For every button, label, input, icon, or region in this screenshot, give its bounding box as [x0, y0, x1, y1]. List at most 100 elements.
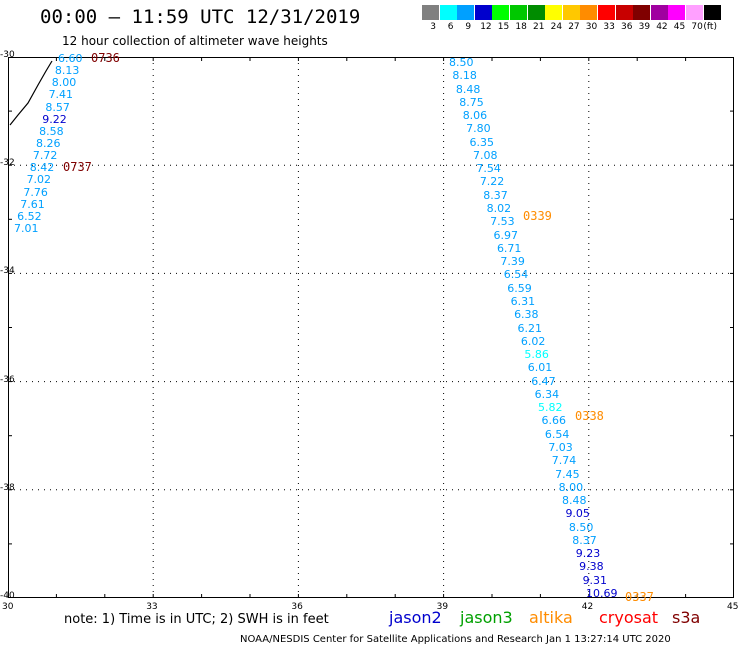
legend-label: 21 — [533, 22, 545, 32]
wave-height-value: 6.54 — [544, 427, 570, 441]
legend-label: 6 — [447, 22, 454, 32]
y-axis-label: -34 — [0, 266, 15, 277]
wave-height-value: 8.00 — [51, 76, 77, 90]
legend-label: 70 — [691, 22, 703, 32]
wave-height-value: 7.61 — [20, 197, 45, 211]
legend-label: 27 — [568, 22, 580, 32]
wave-height-value: 7.41 — [48, 88, 74, 102]
wave-height-value: 7.74 — [551, 454, 577, 468]
map-plot-area — [8, 57, 734, 598]
wave-height-value: 6.34 — [534, 387, 560, 401]
legend-swatch — [457, 5, 475, 20]
satellite-legend-cryosat: cryosat — [599, 608, 659, 627]
wave-height-value: 5.82 — [538, 401, 563, 415]
wave-height-value: 8.48 — [562, 494, 587, 508]
y-axis-label: -38 — [0, 482, 15, 493]
legend-swatch — [474, 5, 492, 20]
wave-height-value: 7.72 — [32, 149, 58, 163]
pass-time-label: 0337 — [625, 590, 654, 604]
wave-height-value: 7.45 — [555, 467, 580, 481]
wave-height-value: 6.59 — [507, 281, 532, 295]
wave-height-value: 7.39 — [500, 255, 525, 269]
legend-label: 33 — [603, 22, 615, 32]
legend-swatch — [703, 5, 721, 20]
wave-height-value: 6.21 — [517, 321, 543, 335]
x-axis-label: 42 — [581, 602, 594, 612]
legend-swatch — [686, 5, 703, 20]
wave-height-value: 6.97 — [493, 228, 519, 242]
wave-height-value: 5.86 — [524, 348, 549, 362]
legend-swatch — [492, 5, 510, 20]
y-axis-label: -32 — [0, 158, 15, 169]
legend-swatch — [527, 5, 545, 20]
satellite-legend-jason3: jason3 — [460, 608, 513, 627]
wave-height-value: 8.18 — [452, 69, 477, 83]
tick-marks — [8, 57, 734, 598]
legend-label: 42 — [656, 22, 668, 32]
wave-height-value: 8.75 — [459, 95, 484, 109]
wave-height-value: 6.01 — [527, 361, 553, 375]
wave-height-value: 6.52 — [17, 209, 42, 223]
legend-swatch — [580, 5, 598, 20]
pass-time-label: 0736 — [91, 51, 120, 65]
wave-height-value: 9.22 — [42, 112, 67, 126]
wave-height-value: 6.71 — [496, 241, 522, 255]
map-subtitle: 12 hour collection of altimeter wave hei… — [62, 34, 328, 48]
legend-swatch — [545, 5, 563, 20]
legend-label: 9 — [465, 22, 472, 32]
plot-frame — [8, 57, 734, 598]
legend-swatch — [562, 5, 580, 20]
wave-height-value: 6.47 — [531, 374, 556, 388]
legend-swatch — [615, 5, 633, 20]
legend-swatch — [633, 5, 651, 20]
footer-note: note: 1) Time is in UTC; 2) SWH is in fe… — [64, 612, 329, 627]
wave-height-value: 8.37 — [572, 533, 597, 547]
wave-height-value: 8.58 — [39, 124, 64, 138]
wave-height-value: 9.38 — [579, 560, 604, 574]
legend-swatch — [668, 5, 686, 20]
wave-height-value: 8.50 — [568, 520, 594, 534]
wave-height-value: 8.37 — [483, 188, 508, 202]
legend-label: 12 — [480, 22, 492, 32]
y-axis-label: -36 — [0, 374, 15, 385]
wave-height-value: 8.26 — [36, 137, 61, 150]
gridlines — [8, 57, 734, 598]
wave-height-value: 6.35 — [469, 135, 495, 149]
wave-height-value: 7.53 — [490, 215, 515, 229]
wave-height-value: 8.50 — [449, 56, 474, 69]
wave-height-value: 6.31 — [510, 294, 536, 308]
x-axis-label: 33 — [146, 602, 158, 612]
wave-height-value: 7.03 — [548, 440, 573, 454]
legend-label: 3 — [430, 22, 436, 32]
wave-height-value: 7.02 — [26, 173, 52, 187]
wave-height-value: 6.02 — [520, 334, 546, 348]
coastline — [9, 60, 53, 126]
wave-height-value: 7.08 — [472, 148, 498, 162]
legend-label: (ft) — [703, 22, 717, 32]
x-axis-label: 36 — [291, 602, 303, 612]
wave-height-value: 8.13 — [54, 64, 80, 78]
wave-height-value: 6.60 — [58, 52, 83, 65]
wave-height-value: 6.66 — [541, 414, 566, 428]
wave-height-value: 7.54 — [476, 162, 501, 176]
wave-height-value: 9.05 — [565, 507, 590, 521]
pass-time-label: 0339 — [523, 209, 552, 223]
wave-height-value: 9.23 — [575, 547, 601, 561]
wave-height-value: 8.02 — [486, 202, 512, 216]
x-axis-label: 45 — [727, 602, 739, 612]
legend-swatch — [650, 5, 668, 20]
satellite-legend-s3a: s3a — [672, 608, 701, 627]
wave-height-value: 8.57 — [45, 100, 70, 114]
wave-height-value: 8.00 — [558, 480, 584, 494]
wave-height-value: 7.80 — [466, 122, 491, 136]
wave-height-value: 9.31 — [582, 573, 608, 587]
satellite-legend-altika: altika — [529, 608, 573, 627]
pass-time-label: 0737 — [63, 160, 92, 174]
wave-height-value: 10.69 — [586, 587, 618, 600]
y-axis-label: -40 — [0, 591, 15, 601]
y-axis-label: -30 — [0, 50, 15, 60]
legend-swatch — [598, 5, 615, 20]
pass-time-label: 0338 — [575, 409, 604, 423]
legend-label: 39 — [638, 22, 651, 32]
wave-height-value: 7.22 — [479, 175, 505, 189]
